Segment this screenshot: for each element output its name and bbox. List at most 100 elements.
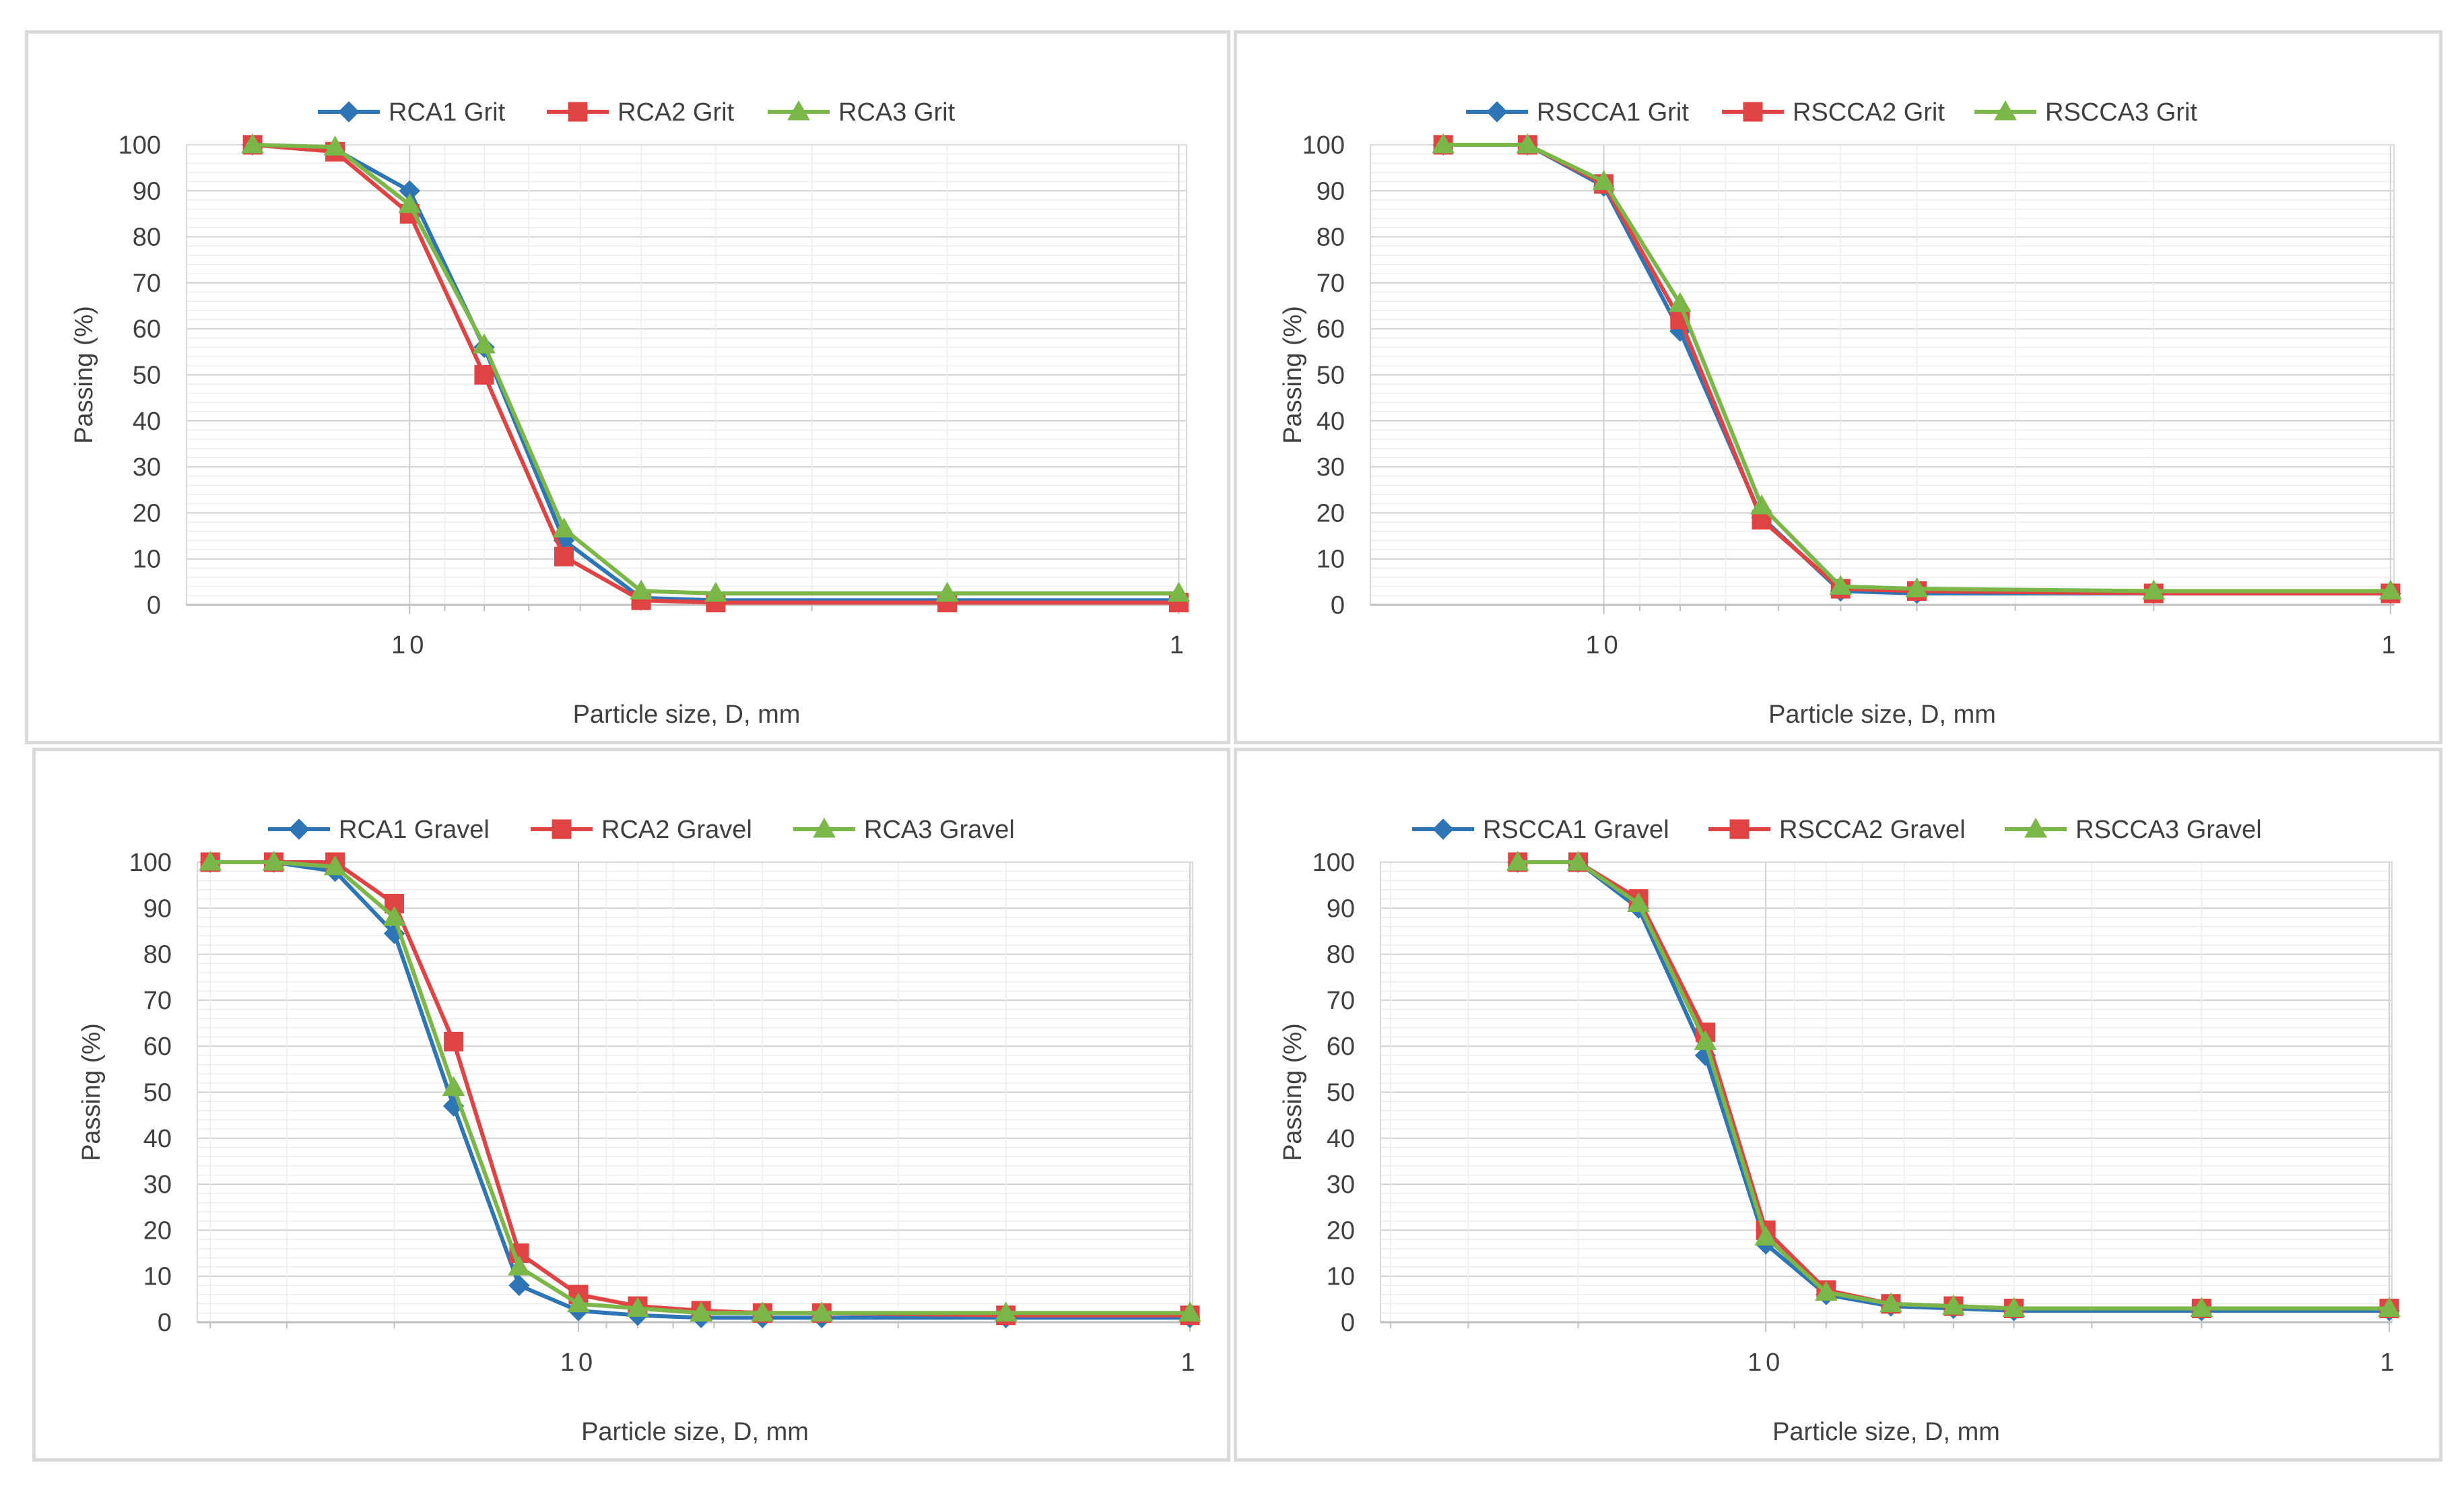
y-tick-label: 0 xyxy=(1331,591,1345,620)
data-point xyxy=(1815,1280,1838,1301)
legend-label: RSCCA1 Gravel xyxy=(1483,816,1669,844)
data-point xyxy=(199,850,222,871)
legend-marker xyxy=(1743,102,1763,122)
data-point xyxy=(2190,1297,2213,1318)
legend-label: RCA1 Gravel xyxy=(339,816,490,844)
legend-marker xyxy=(552,819,572,839)
x-axis-title: Particle size, D, mm xyxy=(581,1418,809,1446)
legend-label: RSCCA3 Grit xyxy=(2045,98,2197,127)
y-tick-label: 0 xyxy=(147,591,161,620)
y-tick-label: 100 xyxy=(1302,131,1345,160)
y-tick-label: 80 xyxy=(143,941,172,969)
y-tick-label: 100 xyxy=(119,131,161,160)
y-tick-label: 50 xyxy=(1327,1079,1355,1107)
y-tick-label: 80 xyxy=(133,224,161,252)
data-point xyxy=(382,905,406,926)
chart-rca-grit: 0 10 20 30 40 50 60 70 80 90 100 10 1 Particle size, … xyxy=(70,98,1191,729)
data-point xyxy=(1178,1301,1201,1322)
x-tick-label: 1 xyxy=(1180,1349,1199,1377)
y-tick-label: 30 xyxy=(1327,1171,1355,1199)
y-tick-label: 50 xyxy=(143,1079,172,1107)
legend-item: RCA1 Grit xyxy=(318,98,506,127)
x-axis-title: Particle size, D, mm xyxy=(1772,1418,2000,1446)
legend-marker xyxy=(813,817,836,838)
data-point xyxy=(262,850,286,871)
y-tick-label: 90 xyxy=(143,895,172,923)
legend-item: RSCCA2 Grit xyxy=(1722,98,1945,127)
chart-panel-rca-grit: 0 10 20 30 40 50 60 70 80 90 100 10 1 Particle size, … xyxy=(25,30,1230,744)
data-point xyxy=(1694,1030,1717,1050)
series-rscca3-gravel xyxy=(1506,850,2401,1318)
y-tick-label: 90 xyxy=(1317,177,1345,205)
y-tick-label: 40 xyxy=(143,1125,172,1153)
series-line xyxy=(210,860,1190,1318)
data-point xyxy=(751,1301,774,1322)
data-point xyxy=(1592,170,1616,191)
y-tick-label: 60 xyxy=(1317,315,1345,344)
y-axis-title: Passing (%) xyxy=(1279,306,1307,444)
legend-item: RSCCA1 Grit xyxy=(1466,98,1689,127)
data-point xyxy=(552,517,576,538)
data-point xyxy=(442,1076,465,1097)
y-axis-title: Passing (%) xyxy=(70,306,98,444)
data-point xyxy=(1566,850,1590,871)
legend-label: RCA1 Grit xyxy=(389,98,506,127)
data-point xyxy=(1905,577,1929,597)
gridlines xyxy=(1370,144,2394,606)
y-tick-label: 10 xyxy=(143,1263,172,1291)
legend-label: RCA2 Grit xyxy=(618,98,735,127)
legend-item: RSCCA3 Gravel xyxy=(2005,816,2262,844)
x-tick-label: 1 xyxy=(2381,631,2399,659)
x-axis-title: Particle size, D, mm xyxy=(1768,701,1996,729)
legend-item: RCA1 Gravel xyxy=(268,816,490,844)
y-tick-label: 60 xyxy=(133,315,161,344)
chart-panel-rca-gravel: 0 10 20 30 40 50 60 70 80 90 100 10 1 Particle size, … xyxy=(32,748,1230,1462)
legend-marker xyxy=(338,101,360,123)
data-point xyxy=(994,1301,1018,1322)
legend-label: RSCCA3 Gravel xyxy=(2075,816,2262,844)
x-tick-label: 10 xyxy=(1585,631,1622,659)
data-point xyxy=(508,1274,530,1297)
y-tick-label: 30 xyxy=(133,453,161,482)
y-tick-label: 60 xyxy=(1327,1033,1355,1061)
y-tick-label: 20 xyxy=(1317,499,1345,527)
legend-item: RSCCA1 Gravel xyxy=(1412,816,1669,844)
series-line xyxy=(210,860,1190,1320)
legend-label: RSCCA1 Grit xyxy=(1537,98,1689,127)
chart-rscca-gravel: 0 10 20 30 40 50 60 70 80 90 100 10 1 Particle size, … xyxy=(1279,816,2401,1446)
legend-marker xyxy=(288,818,310,840)
chart-rscca-grit: 0 10 20 30 40 50 60 70 80 90 100 10 1 Particle size, … xyxy=(1279,98,2402,729)
data-point xyxy=(1506,850,1529,871)
legend-marker xyxy=(787,100,810,121)
data-point xyxy=(1754,1225,1778,1246)
data-point xyxy=(1668,292,1692,313)
data-point xyxy=(1432,133,1455,154)
data-point xyxy=(2378,1297,2401,1318)
data-point xyxy=(508,1256,531,1276)
y-axis-title: Passing (%) xyxy=(77,1023,106,1161)
y-tick-label: 70 xyxy=(133,269,161,298)
data-point xyxy=(2379,579,2402,600)
y-tick-label: 90 xyxy=(1327,895,1355,923)
legend-item: RSCCA3 Grit xyxy=(1974,98,2197,127)
y-tick-label: 20 xyxy=(1327,1216,1355,1245)
legend-label: RCA3 Gravel xyxy=(864,816,1015,844)
data-point xyxy=(383,923,405,944)
data-point xyxy=(1167,581,1191,602)
series-rca3-grit xyxy=(241,133,1191,602)
data-point xyxy=(241,133,264,154)
y-tick-label: 90 xyxy=(133,177,161,205)
legend-item: RCA3 Grit xyxy=(768,98,956,127)
y-tick-label: 0 xyxy=(1341,1309,1355,1337)
data-point xyxy=(554,546,574,566)
series-rca1-gravel xyxy=(199,851,1201,1328)
series-line xyxy=(210,860,1190,1316)
data-point xyxy=(935,581,959,602)
y-tick-label: 70 xyxy=(143,987,172,1015)
y-tick-label: 60 xyxy=(143,1033,172,1061)
chart-panel-rscca-grit: 0 10 20 30 40 50 60 70 80 90 100 10 1 Particle size, … xyxy=(1234,30,2442,744)
chart-rca-gravel: 0 10 20 30 40 50 60 70 80 90 100 10 1 Particle size, … xyxy=(77,816,1201,1446)
data-point xyxy=(810,1301,834,1322)
data-point xyxy=(1627,892,1651,912)
legend-label: RSCCA2 Gravel xyxy=(1779,816,1966,844)
